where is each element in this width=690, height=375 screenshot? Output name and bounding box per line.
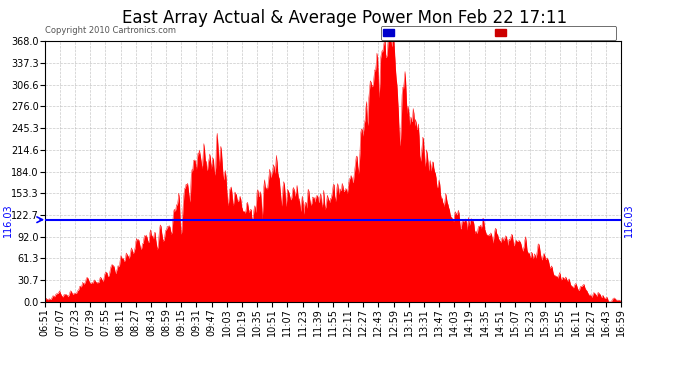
Legend: Average  (DC Watts), East Array  (DC Watts): Average (DC Watts), East Array (DC Watts… — [380, 26, 616, 40]
Text: 116.03: 116.03 — [624, 203, 634, 237]
Text: 116.03: 116.03 — [3, 203, 13, 237]
Text: Copyright 2010 Cartronics.com: Copyright 2010 Cartronics.com — [45, 26, 176, 35]
Text: East Array Actual & Average Power Mon Feb 22 17:11: East Array Actual & Average Power Mon Fe… — [122, 9, 568, 27]
